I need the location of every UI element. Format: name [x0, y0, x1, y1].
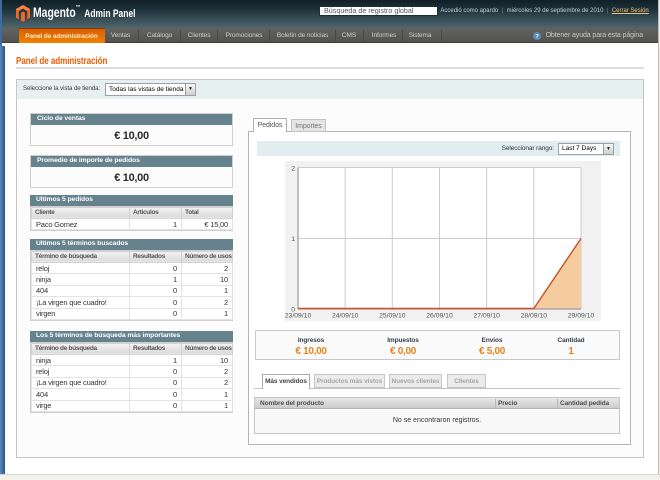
- svg-text:23/09/10: 23/09/10: [285, 313, 311, 320]
- svg-text:29/09/10: 29/09/10: [568, 313, 595, 320]
- svg-text:28/09/10: 28/09/10: [521, 313, 548, 320]
- svg-text:?: ?: [535, 34, 539, 40]
- svg-text:25/09/10: 25/09/10: [379, 313, 406, 320]
- svg-text:2: 2: [291, 166, 295, 173]
- svg-text:1: 1: [291, 236, 295, 243]
- svg-text:0: 0: [291, 307, 295, 314]
- svg-text:26/09/10: 26/09/10: [426, 313, 453, 320]
- svg-text:27/09/10: 27/09/10: [473, 313, 500, 320]
- svg-text:24/09/10: 24/09/10: [332, 313, 359, 320]
